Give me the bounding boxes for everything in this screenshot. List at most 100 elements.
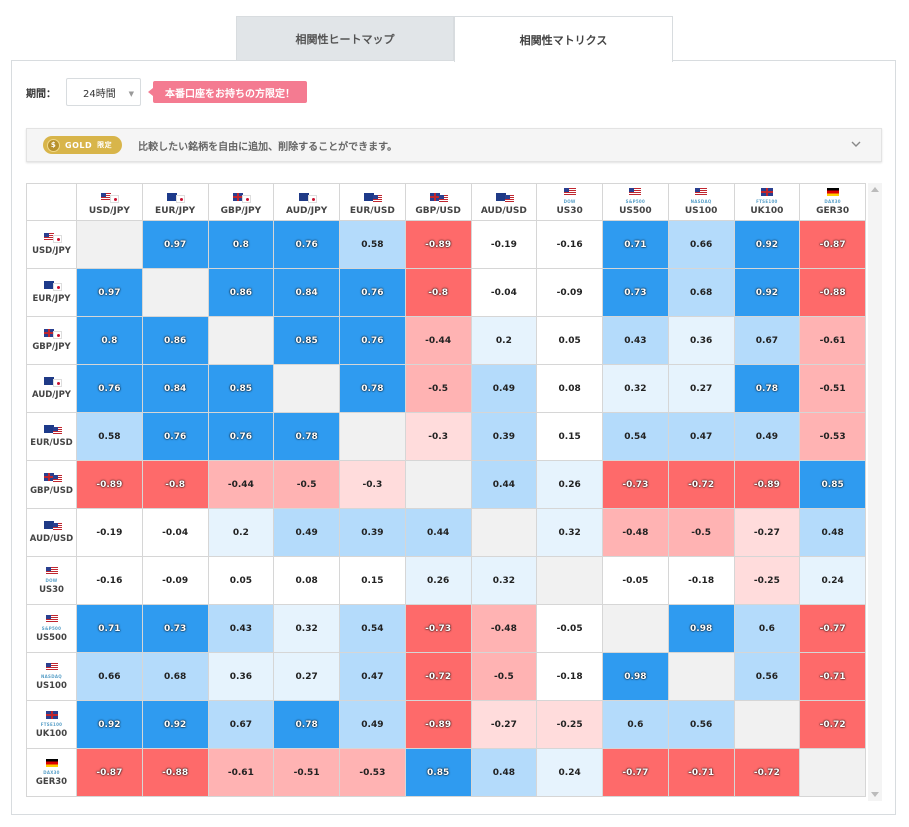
matrix-cell-diagonal — [404, 460, 472, 509]
correlation-value: -0.51 — [819, 383, 846, 394]
eu-jp-flag-icon — [43, 281, 62, 291]
row-header: NASDAQ US100 — [26, 652, 77, 701]
vertical-scrollbar[interactable] — [868, 183, 882, 801]
period-select-value: 24時間 — [83, 88, 116, 100]
matrix-cell: -0.05 — [536, 604, 603, 653]
matrix-cell: -0.48 — [470, 604, 538, 653]
matrix-cell: 0.32 — [273, 604, 340, 653]
uk-jp-flag-icon — [232, 193, 251, 203]
matrix-cell: 0.48 — [799, 508, 866, 557]
index-sublabel: NASDAQ — [41, 673, 62, 679]
correlation-value: 0.56 — [690, 719, 713, 730]
correlation-value: -0.18 — [556, 671, 583, 682]
matrix-cell: 0.68 — [667, 268, 735, 317]
scroll-down-icon[interactable] — [871, 792, 879, 797]
correlation-value: 0.67 — [229, 719, 252, 730]
matrix-cell: 0.76 — [207, 412, 275, 461]
matrix-cell-diagonal — [799, 748, 866, 797]
us-flag-icon — [45, 614, 58, 625]
chevron-down-icon: ▼ — [128, 90, 134, 98]
correlation-value: 0.08 — [558, 383, 581, 394]
matrix-cell: -0.27 — [733, 508, 801, 557]
correlation-value: 0.05 — [558, 335, 581, 346]
matrix-row: USD/JPY 0.97 0.8 0.76 0.58 -0.89 -0.19 -0.16 0.7… — [26, 220, 866, 269]
column-header-label: AUD/JPY — [286, 206, 328, 216]
scroll-up-icon[interactable] — [871, 187, 879, 192]
matrix-cell: 0.73 — [141, 604, 209, 653]
correlation-value: 0.32 — [492, 575, 515, 586]
us-flag-icon — [695, 188, 708, 198]
correlation-value: 0.44 — [492, 479, 515, 490]
correlation-value: 0.43 — [624, 335, 647, 346]
us-flag-icon — [45, 566, 58, 577]
matrix-cell: 0.47 — [339, 652, 406, 701]
uk-flag-icon — [45, 710, 58, 721]
au-us-flag-icon — [495, 193, 514, 203]
row-header-label: GBP/JPY — [32, 342, 71, 352]
matrix-cell: 0.92 — [76, 700, 143, 749]
tab-heatmap[interactable]: 相関性ヒートマップ — [236, 16, 454, 61]
correlation-value: 0.47 — [690, 431, 713, 442]
correlation-value: -0.72 — [753, 767, 780, 778]
matrix-cell: 0.6 — [733, 604, 801, 653]
matrix-cell: 0.05 — [536, 316, 603, 365]
correlation-value: 0.54 — [361, 623, 384, 634]
chevron-down-icon[interactable] — [851, 139, 861, 149]
column-header-label: AUD/USD — [480, 206, 527, 216]
matrix-cell: -0.61 — [799, 316, 866, 365]
correlation-value: 0.76 — [98, 383, 121, 394]
column-header: GBP/USD — [404, 183, 472, 221]
matrix-cell: 0.32 — [536, 508, 603, 557]
matrix-cell: 0.66 — [76, 652, 143, 701]
correlation-value: -0.48 — [622, 527, 649, 538]
correlation-value: -0.77 — [819, 623, 846, 634]
gold-feature-bar[interactable]: $ GOLD 限定 比較したい銘柄を自由に追加、削除することができます。 — [26, 128, 882, 162]
matrix-cell: 0.84 — [141, 364, 209, 413]
tab-matrix[interactable]: 相関性マトリクス — [454, 16, 673, 62]
correlation-value: -0.77 — [622, 767, 649, 778]
matrix-panel: 期間： 24時間 ▼ 本番口座をお持ちの方限定！ $ GOLD 限定 比較したい… — [11, 60, 896, 815]
column-header: EUR/JPY — [141, 183, 209, 221]
matrix-cell: 0.8 — [207, 220, 275, 269]
matrix-row: AUD/JPY 0.76 0.84 0.85 0.78 -0.5 0.49 0.08 0.32 0… — [26, 364, 866, 413]
matrix-cell: 0.26 — [404, 556, 472, 605]
column-header-label: GBP/JPY — [220, 206, 262, 216]
matrix-cell: -0.19 — [470, 220, 538, 269]
row-header-label: US30 — [39, 584, 64, 595]
matrix-cell: 0.32 — [602, 364, 669, 413]
matrix-cell: -0.3 — [404, 412, 472, 461]
matrix-cell: 0.92 — [733, 268, 801, 317]
matrix-cell: 0.71 — [602, 220, 669, 269]
correlation-value: 0.58 — [98, 431, 121, 442]
matrix-row: GBP/JPY 0.8 0.86 0.85 0.76 -0.44 0.2 0.05 0.43 0.… — [26, 316, 866, 365]
correlation-value: 0.92 — [755, 239, 778, 250]
matrix-cell-diagonal — [536, 556, 603, 605]
correlation-value: -0.87 — [819, 239, 846, 250]
matrix-cell: 0.71 — [76, 604, 143, 653]
period-select[interactable]: 24時間 ▼ — [66, 78, 141, 106]
matrix-cell: 0.67 — [207, 700, 275, 749]
matrix-cell: 0.76 — [76, 364, 143, 413]
correlation-value: 0.8 — [232, 239, 249, 250]
correlation-value: 0.68 — [690, 287, 713, 298]
correlation-value: 0.92 — [164, 719, 187, 730]
column-header: GBP/JPY — [207, 183, 275, 221]
correlation-value: 0.71 — [624, 239, 647, 250]
matrix-cell: 0.85 — [404, 748, 472, 797]
matrix-cell: 0.76 — [339, 316, 406, 365]
matrix-cell: 0.36 — [667, 316, 735, 365]
correlation-value: 0.73 — [164, 623, 187, 634]
us-jp-flag-icon — [101, 193, 120, 203]
matrix-cell: -0.77 — [799, 604, 866, 653]
correlation-value: 0.98 — [690, 623, 713, 634]
matrix-cell: 0.92 — [733, 220, 801, 269]
correlation-value: -0.44 — [227, 479, 254, 490]
correlation-value: -0.18 — [688, 575, 715, 586]
correlation-value: 0.73 — [624, 287, 647, 298]
row-header-label: AUD/JPY — [32, 390, 71, 400]
correlation-value: 0.71 — [98, 623, 121, 634]
correlation-value: -0.61 — [819, 335, 846, 346]
correlation-value: 0.26 — [558, 479, 581, 490]
correlation-value: -0.19 — [96, 527, 123, 538]
au-jp-flag-icon — [43, 377, 62, 387]
